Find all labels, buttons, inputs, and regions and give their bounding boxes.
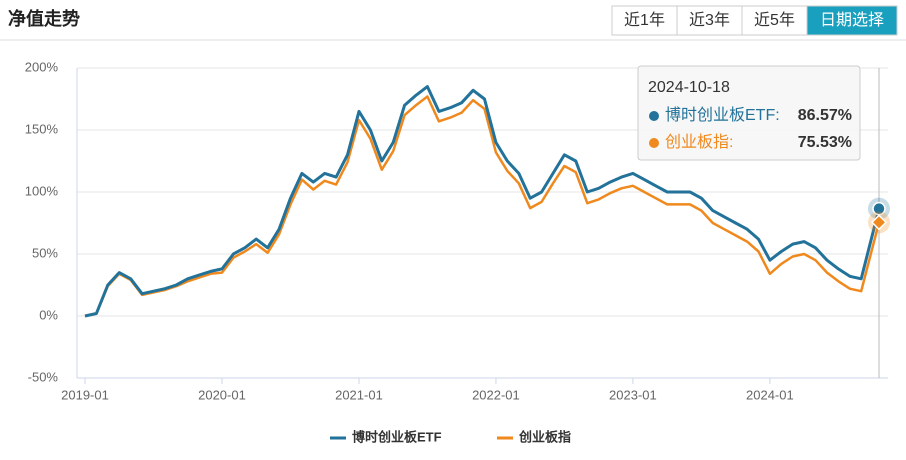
date-button-label[interactable]: 近1年: [624, 11, 665, 29]
x-tick-label: 2020-01: [198, 387, 246, 402]
x-tick-label: 2022-01: [472, 387, 520, 402]
date-button-label[interactable]: 日期选择: [820, 11, 884, 29]
legend-label[interactable]: 创业板指: [518, 429, 571, 444]
date-button[interactable]: [741, 5, 808, 36]
tooltip-value: 86.57%: [798, 107, 852, 124]
tooltip-name: 创业板指:: [665, 133, 733, 151]
y-tick-label: 200%: [25, 59, 59, 74]
tooltip-date: 2024-10-18: [648, 79, 730, 96]
x-tick-label: 2019-01: [61, 387, 109, 402]
x-tick-label: 2021-01: [335, 387, 383, 402]
series-line: [84, 85, 881, 318]
y-tick-label: 150%: [25, 121, 59, 136]
date-button-label[interactable]: 近3年: [689, 11, 730, 29]
x-tick-label: 2024-01: [746, 387, 794, 402]
date-button[interactable]: [806, 5, 898, 36]
date-button-label[interactable]: 近5年: [754, 11, 795, 29]
series-line: [84, 95, 881, 318]
tooltip-box: [637, 65, 861, 161]
tooltip-dot: [649, 138, 659, 148]
hover-marker: [870, 214, 888, 231]
tooltip-dot: [649, 111, 659, 121]
y-tick-label: 0%: [39, 307, 58, 322]
y-tick-label: 100%: [25, 183, 59, 198]
x-tick-label: 2023-01: [609, 387, 657, 402]
y-tick-label: 50%: [32, 245, 58, 260]
y-tick-label: -50%: [28, 369, 59, 384]
date-button[interactable]: [676, 5, 743, 36]
legend-label[interactable]: 博时创业板ETF: [352, 429, 442, 444]
tooltip-value: 75.53%: [798, 134, 852, 151]
title: 净值走势: [8, 8, 80, 29]
tooltip-name: 博时创业板ETF:: [665, 106, 780, 124]
